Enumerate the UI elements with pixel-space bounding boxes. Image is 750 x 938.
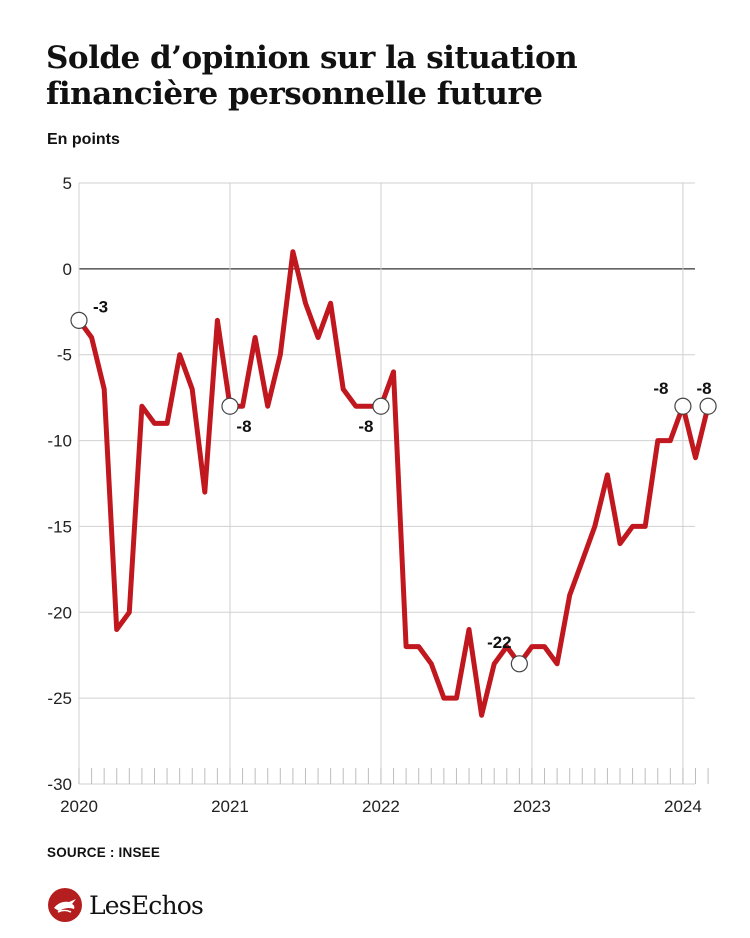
annotated-point	[699, 397, 717, 415]
source-note: SOURCE : INSEE	[47, 845, 161, 860]
annotated-point	[674, 397, 692, 415]
line-chart: 5 0 -5 -10 -15 -20 -25 -30 2020 2021 2022 2023 2024 -…	[47, 174, 717, 816]
x-tick-label: 2022	[362, 797, 400, 816]
y-tick-label: -5	[57, 346, 72, 365]
data-label: -8	[358, 417, 373, 436]
data-label: -3	[93, 297, 108, 316]
les-echos-bird-icon	[48, 888, 82, 922]
y-tick-label: 0	[63, 260, 72, 279]
data-label: -8	[697, 379, 712, 398]
x-tick-label: 2021	[211, 797, 249, 816]
brand-logo: LesEchos	[47, 887, 204, 923]
x-tick-label: 2024	[664, 797, 702, 816]
data-label: -8	[236, 417, 251, 436]
brand-name: LesEchos	[89, 890, 204, 920]
x-tick-label: 2020	[60, 797, 98, 816]
annotated-point	[372, 397, 390, 415]
y-tick-label: -20	[47, 603, 72, 622]
y-tick-label: -10	[47, 432, 72, 451]
series-line	[76, 249, 711, 718]
annotated-point	[510, 655, 528, 673]
y-tick-label: 5	[63, 174, 72, 193]
chart-subtitle: En points	[47, 131, 120, 148]
chart-title: Solde d’opinion sur la situation financi…	[46, 40, 578, 112]
annotated-point	[70, 311, 88, 329]
annotated-point	[221, 397, 239, 415]
data-label: -8	[653, 379, 668, 398]
x-tick-label: 2023	[513, 797, 551, 816]
y-tick-label: -25	[47, 689, 72, 708]
y-tick-label: -15	[47, 517, 72, 536]
data-label: -22	[487, 633, 512, 652]
y-tick-label: -30	[47, 775, 72, 794]
